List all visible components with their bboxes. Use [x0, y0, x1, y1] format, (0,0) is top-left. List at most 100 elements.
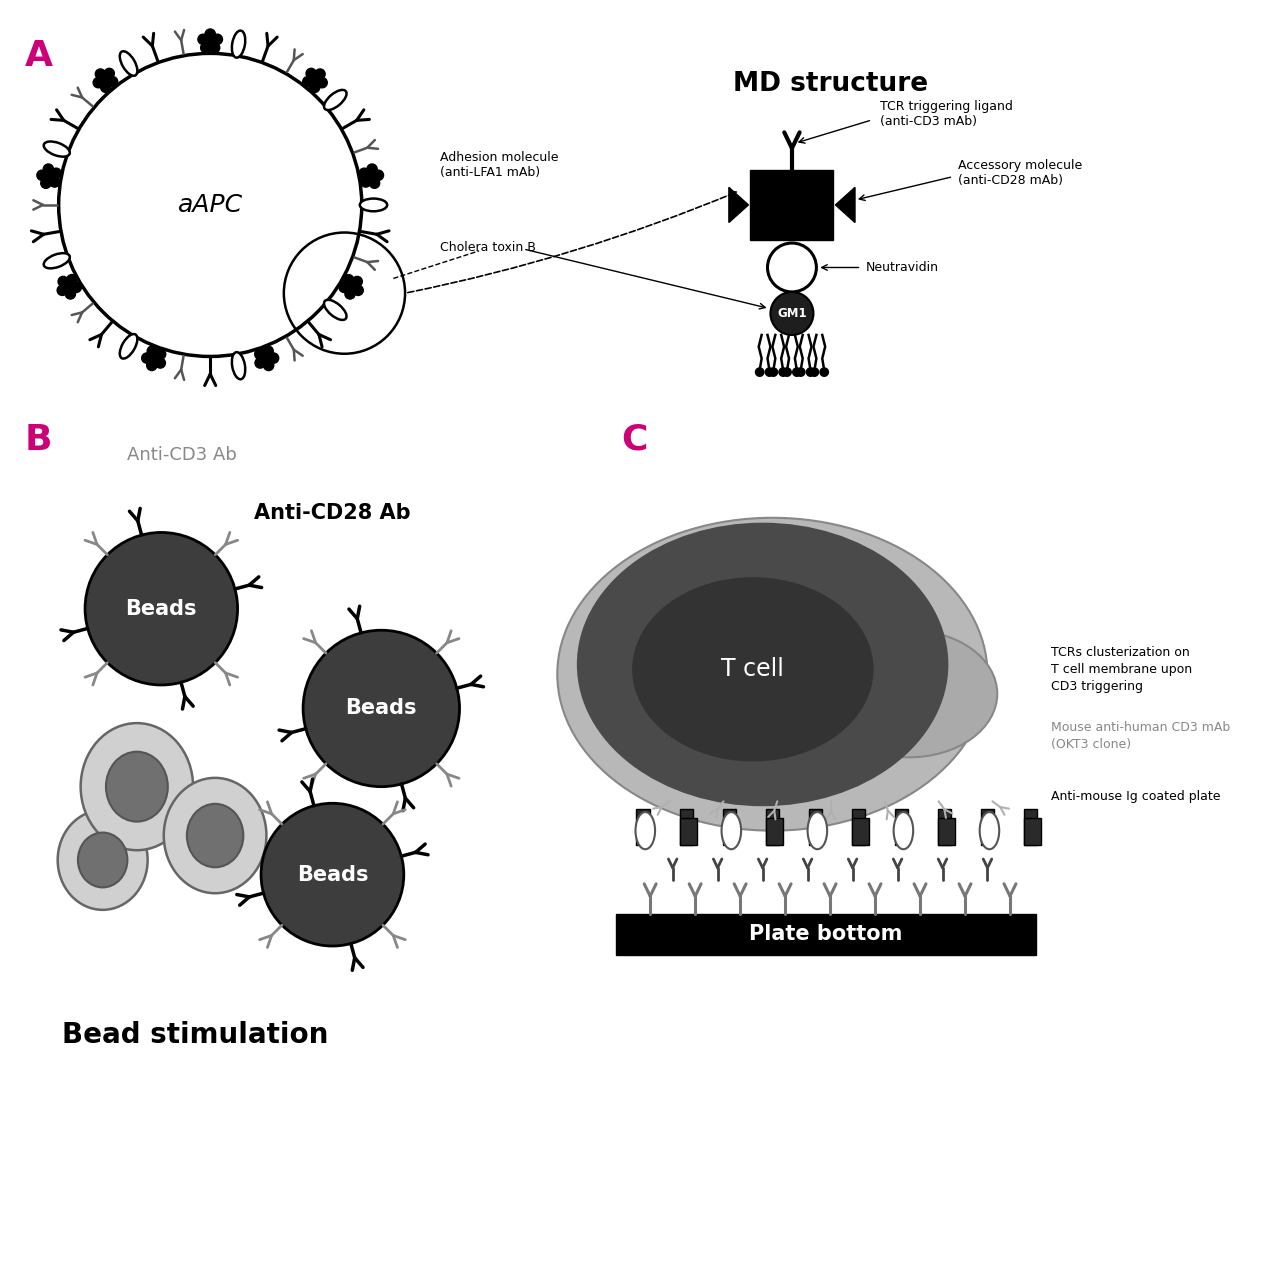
Bar: [851, 809, 865, 845]
Ellipse shape: [557, 518, 987, 831]
Text: Anti-CD28 Ab: Anti-CD28 Ab: [255, 503, 411, 524]
Circle shape: [108, 77, 118, 87]
Text: Beads: Beads: [296, 865, 369, 884]
Circle shape: [303, 630, 460, 787]
Circle shape: [85, 532, 238, 685]
Bar: [808, 809, 822, 845]
Circle shape: [49, 177, 60, 187]
Circle shape: [264, 360, 274, 370]
Bar: [895, 809, 908, 845]
Bar: [679, 809, 693, 845]
Text: A: A: [24, 38, 52, 73]
Circle shape: [207, 37, 214, 46]
Bar: [1024, 818, 1041, 845]
Ellipse shape: [44, 142, 70, 156]
Bar: [722, 809, 736, 845]
Circle shape: [778, 367, 788, 378]
Circle shape: [67, 274, 77, 285]
Text: Mouse anti-human CD3 mAb
(OKT3 clone): Mouse anti-human CD3 mAb (OKT3 clone): [1052, 721, 1230, 751]
Ellipse shape: [44, 253, 70, 269]
Text: Plate bottom: Plate bottom: [750, 924, 903, 945]
Circle shape: [768, 243, 816, 292]
Circle shape: [261, 804, 404, 946]
Circle shape: [764, 367, 774, 378]
Bar: [750, 170, 834, 241]
Ellipse shape: [120, 334, 137, 358]
Ellipse shape: [81, 723, 193, 850]
Ellipse shape: [324, 90, 347, 110]
Ellipse shape: [232, 31, 246, 58]
Bar: [938, 809, 952, 845]
Circle shape: [343, 274, 353, 285]
Ellipse shape: [360, 198, 388, 211]
Circle shape: [347, 283, 356, 291]
Text: T cell: T cell: [721, 658, 784, 681]
Circle shape: [370, 178, 380, 188]
Circle shape: [361, 177, 371, 187]
Circle shape: [151, 355, 158, 362]
Text: Anti-CD3 Ab: Anti-CD3 Ab: [127, 447, 237, 465]
Circle shape: [367, 173, 375, 180]
Ellipse shape: [636, 812, 655, 849]
Text: MD structure: MD structure: [734, 70, 929, 97]
Text: Cholera toxin B: Cholera toxin B: [440, 241, 536, 255]
Circle shape: [209, 42, 219, 52]
Text: GM1: GM1: [777, 307, 807, 320]
Circle shape: [104, 68, 114, 78]
Ellipse shape: [232, 352, 246, 379]
Polygon shape: [729, 187, 749, 223]
Ellipse shape: [632, 577, 873, 762]
Circle shape: [101, 76, 109, 84]
Circle shape: [782, 367, 792, 378]
Text: Anti-mouse Ig coated plate: Anti-mouse Ig coated plate: [1052, 790, 1220, 803]
Circle shape: [317, 78, 327, 88]
Polygon shape: [835, 187, 855, 223]
Text: Beads: Beads: [125, 599, 198, 618]
Text: Adhesion molecule
(anti-LFA1 mAb): Adhesion molecule (anti-LFA1 mAb): [440, 151, 559, 179]
Circle shape: [156, 349, 166, 360]
Circle shape: [100, 82, 111, 92]
Ellipse shape: [979, 812, 1000, 849]
Circle shape: [65, 283, 73, 291]
Circle shape: [41, 178, 51, 188]
Circle shape: [255, 349, 265, 360]
Circle shape: [142, 353, 152, 364]
Circle shape: [94, 78, 104, 88]
Circle shape: [57, 285, 67, 296]
Circle shape: [147, 346, 157, 356]
Circle shape: [46, 173, 53, 180]
Text: B: B: [24, 422, 52, 457]
Ellipse shape: [106, 751, 167, 822]
Circle shape: [312, 76, 319, 84]
Ellipse shape: [821, 630, 997, 758]
Ellipse shape: [79, 832, 128, 887]
Bar: [616, 914, 1036, 955]
Bar: [981, 809, 995, 845]
Bar: [1024, 809, 1038, 845]
Circle shape: [796, 367, 806, 378]
Circle shape: [770, 292, 813, 335]
Ellipse shape: [807, 812, 827, 849]
Circle shape: [264, 346, 274, 356]
Circle shape: [58, 54, 362, 356]
Text: Neutravidin: Neutravidin: [865, 261, 939, 274]
Circle shape: [806, 367, 816, 378]
Circle shape: [262, 355, 270, 362]
Circle shape: [51, 168, 61, 178]
Bar: [851, 818, 869, 845]
Text: TCRs clusterization on
T cell membrane upon
CD3 triggering: TCRs clusterization on T cell membrane u…: [1052, 646, 1192, 692]
Circle shape: [309, 82, 319, 92]
Circle shape: [792, 367, 802, 378]
Circle shape: [345, 289, 355, 300]
Bar: [765, 809, 779, 845]
Text: Beads: Beads: [346, 699, 417, 718]
Text: Bead stimulation: Bead stimulation: [62, 1021, 328, 1050]
Circle shape: [95, 69, 105, 79]
Bar: [636, 809, 650, 845]
Ellipse shape: [893, 812, 914, 849]
Circle shape: [213, 35, 223, 45]
Text: aAPC: aAPC: [177, 193, 243, 216]
Ellipse shape: [163, 778, 266, 893]
Circle shape: [374, 170, 384, 180]
Circle shape: [303, 77, 313, 87]
